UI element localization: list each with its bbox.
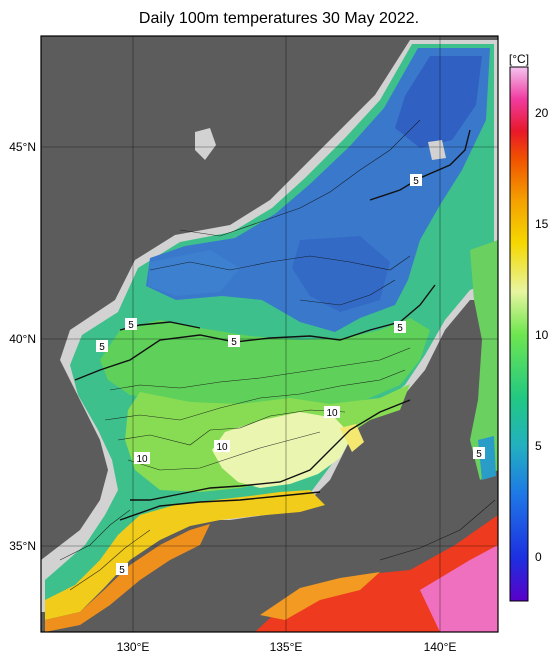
colorbar-tick: 0: [535, 550, 542, 564]
contour-label: 5: [413, 176, 419, 187]
colorbar-tick: 20: [535, 106, 549, 120]
colorbar-ticks: 0 5 10 15 20: [535, 106, 549, 564]
colorbar-tick: 10: [535, 328, 549, 342]
cold-water-west: [148, 250, 240, 296]
map-title: Daily 100m temperatures 30 May 2022.: [138, 10, 420, 27]
kuroshio-core: [420, 545, 498, 632]
contour-label: 5: [476, 449, 482, 460]
contour-label: 5: [231, 337, 237, 348]
contour-label: 5: [397, 323, 403, 334]
warm-orange-region: [45, 524, 210, 632]
contour-lines-thin: [59, 119, 496, 591]
lon-label: 130°E: [117, 640, 150, 654]
contour-label: 5: [99, 342, 105, 353]
latitude-labels: 45°N 40°N 35°N: [9, 140, 36, 553]
contour-label: 10: [326, 408, 338, 419]
contour-labels: 5 5 5 5 5 5 10 10 10 5: [96, 174, 485, 576]
warm-tongue: [212, 412, 352, 488]
longitude-labels: 130°E 135°E 140°E: [117, 640, 457, 654]
colorbar-tick: 15: [535, 217, 549, 231]
lat-label: 45°N: [9, 140, 36, 154]
lon-label: 135°E: [270, 640, 303, 654]
graticule: [41, 36, 498, 632]
pacific-orange-band: [260, 572, 380, 620]
tsushima-current: [45, 490, 325, 620]
cold-water-core: [395, 56, 482, 148]
lat-label: 40°N: [9, 332, 36, 346]
map-frame: [40, 35, 499, 633]
contour-label: 10: [216, 442, 228, 453]
warm-spot: [340, 424, 364, 452]
colorbar-tick: 5: [535, 439, 542, 453]
northeast-pacific-water: [470, 240, 498, 480]
colorbar-unit: [°C]: [509, 52, 529, 66]
lon-label: 140°E: [424, 640, 457, 654]
lat-label: 35°N: [9, 539, 36, 553]
island-grey: [428, 140, 446, 160]
island-sakhalin-coast: [195, 128, 216, 160]
contour-label: 10: [136, 454, 148, 465]
colorbar: [509, 66, 529, 602]
cold-water-patch: [292, 236, 390, 312]
transition-band: [100, 318, 430, 410]
contour-label: 5: [128, 320, 134, 331]
contour-label: 5: [119, 565, 125, 576]
